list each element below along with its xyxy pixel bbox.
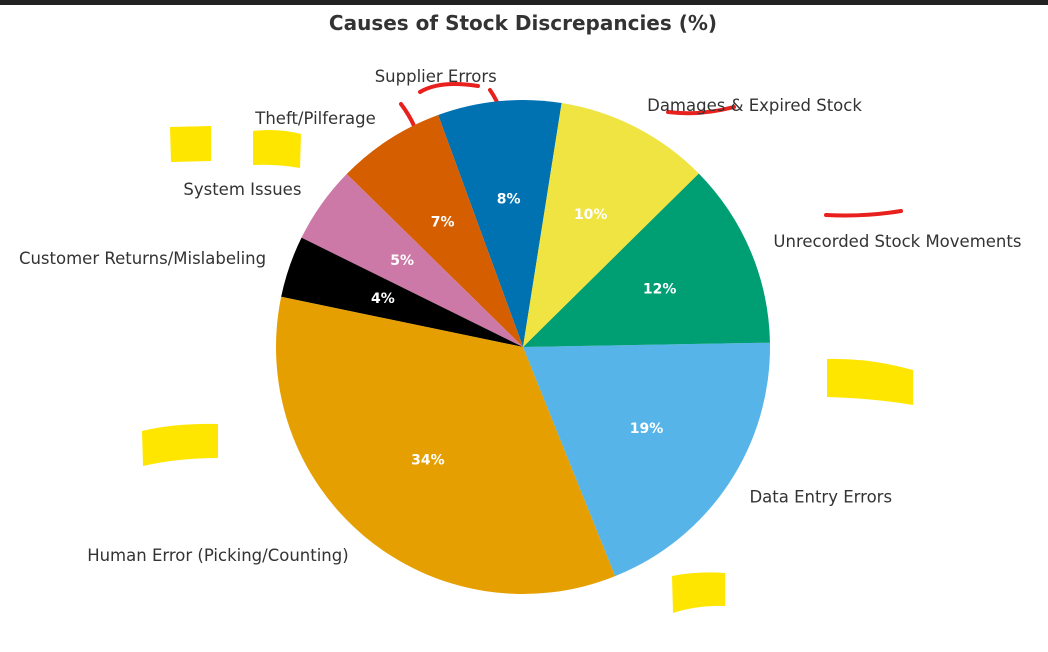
pie-slice-1 bbox=[346, 115, 523, 347]
slice-category-label: Unrecorded Stock Movements bbox=[773, 232, 1021, 251]
pen-underline bbox=[824, 209, 903, 218]
slice-category-label: Theft/Pilferage bbox=[254, 109, 375, 128]
slice-category-label: Supplier Errors bbox=[375, 67, 497, 86]
category-labels: Supplier Errors Theft/Pilferage System Iss… bbox=[19, 67, 1021, 565]
pie-slice-3 bbox=[281, 237, 523, 347]
slice-category-label: Damages & Expired Stock bbox=[647, 96, 862, 115]
pen-underline bbox=[399, 102, 417, 130]
pie-slices bbox=[275, 100, 771, 594]
pie-slice-7 bbox=[523, 103, 699, 347]
slice-percent-label: 19% bbox=[630, 421, 664, 437]
slice-percent-label: 34% bbox=[411, 453, 445, 469]
slice-percent-label: 12% bbox=[643, 282, 677, 298]
slice-percent-label: 4% bbox=[371, 291, 395, 307]
chart-title: Causes of Stock Discrepancies (%) bbox=[329, 11, 717, 35]
highlight-mark bbox=[170, 126, 211, 162]
slice-percent-label: 5% bbox=[390, 253, 414, 269]
slice-category-label: System Issues bbox=[183, 180, 301, 199]
annotation-marks bbox=[142, 82, 913, 613]
pen-underline bbox=[666, 105, 736, 116]
slice-percent-label: 8% bbox=[497, 191, 521, 207]
slice-percent-label: 7% bbox=[431, 214, 455, 230]
percent-labels: 8% 7% 5% 4% 34% 19% 12% 10% bbox=[371, 191, 676, 468]
slice-percent-label: 10% bbox=[574, 207, 608, 223]
slice-category-label: Human Error (Picking/Counting) bbox=[87, 546, 348, 565]
slice-category-label: Customer Returns/Mislabeling bbox=[19, 249, 266, 268]
pie-slice-2 bbox=[301, 174, 523, 347]
pie-slice-6 bbox=[523, 173, 770, 347]
highlight-mark bbox=[827, 358, 913, 405]
top-border bbox=[0, 0, 1048, 5]
highlight-mark bbox=[142, 423, 218, 466]
pie-slice-4 bbox=[275, 296, 616, 594]
highlight-mark bbox=[253, 130, 301, 168]
slice-category-label: Data Entry Errors bbox=[749, 488, 892, 507]
highlight-mark bbox=[672, 572, 725, 613]
pie-slice-0 bbox=[438, 100, 562, 347]
pie-slice-5 bbox=[523, 342, 771, 577]
pen-underline bbox=[418, 82, 480, 94]
